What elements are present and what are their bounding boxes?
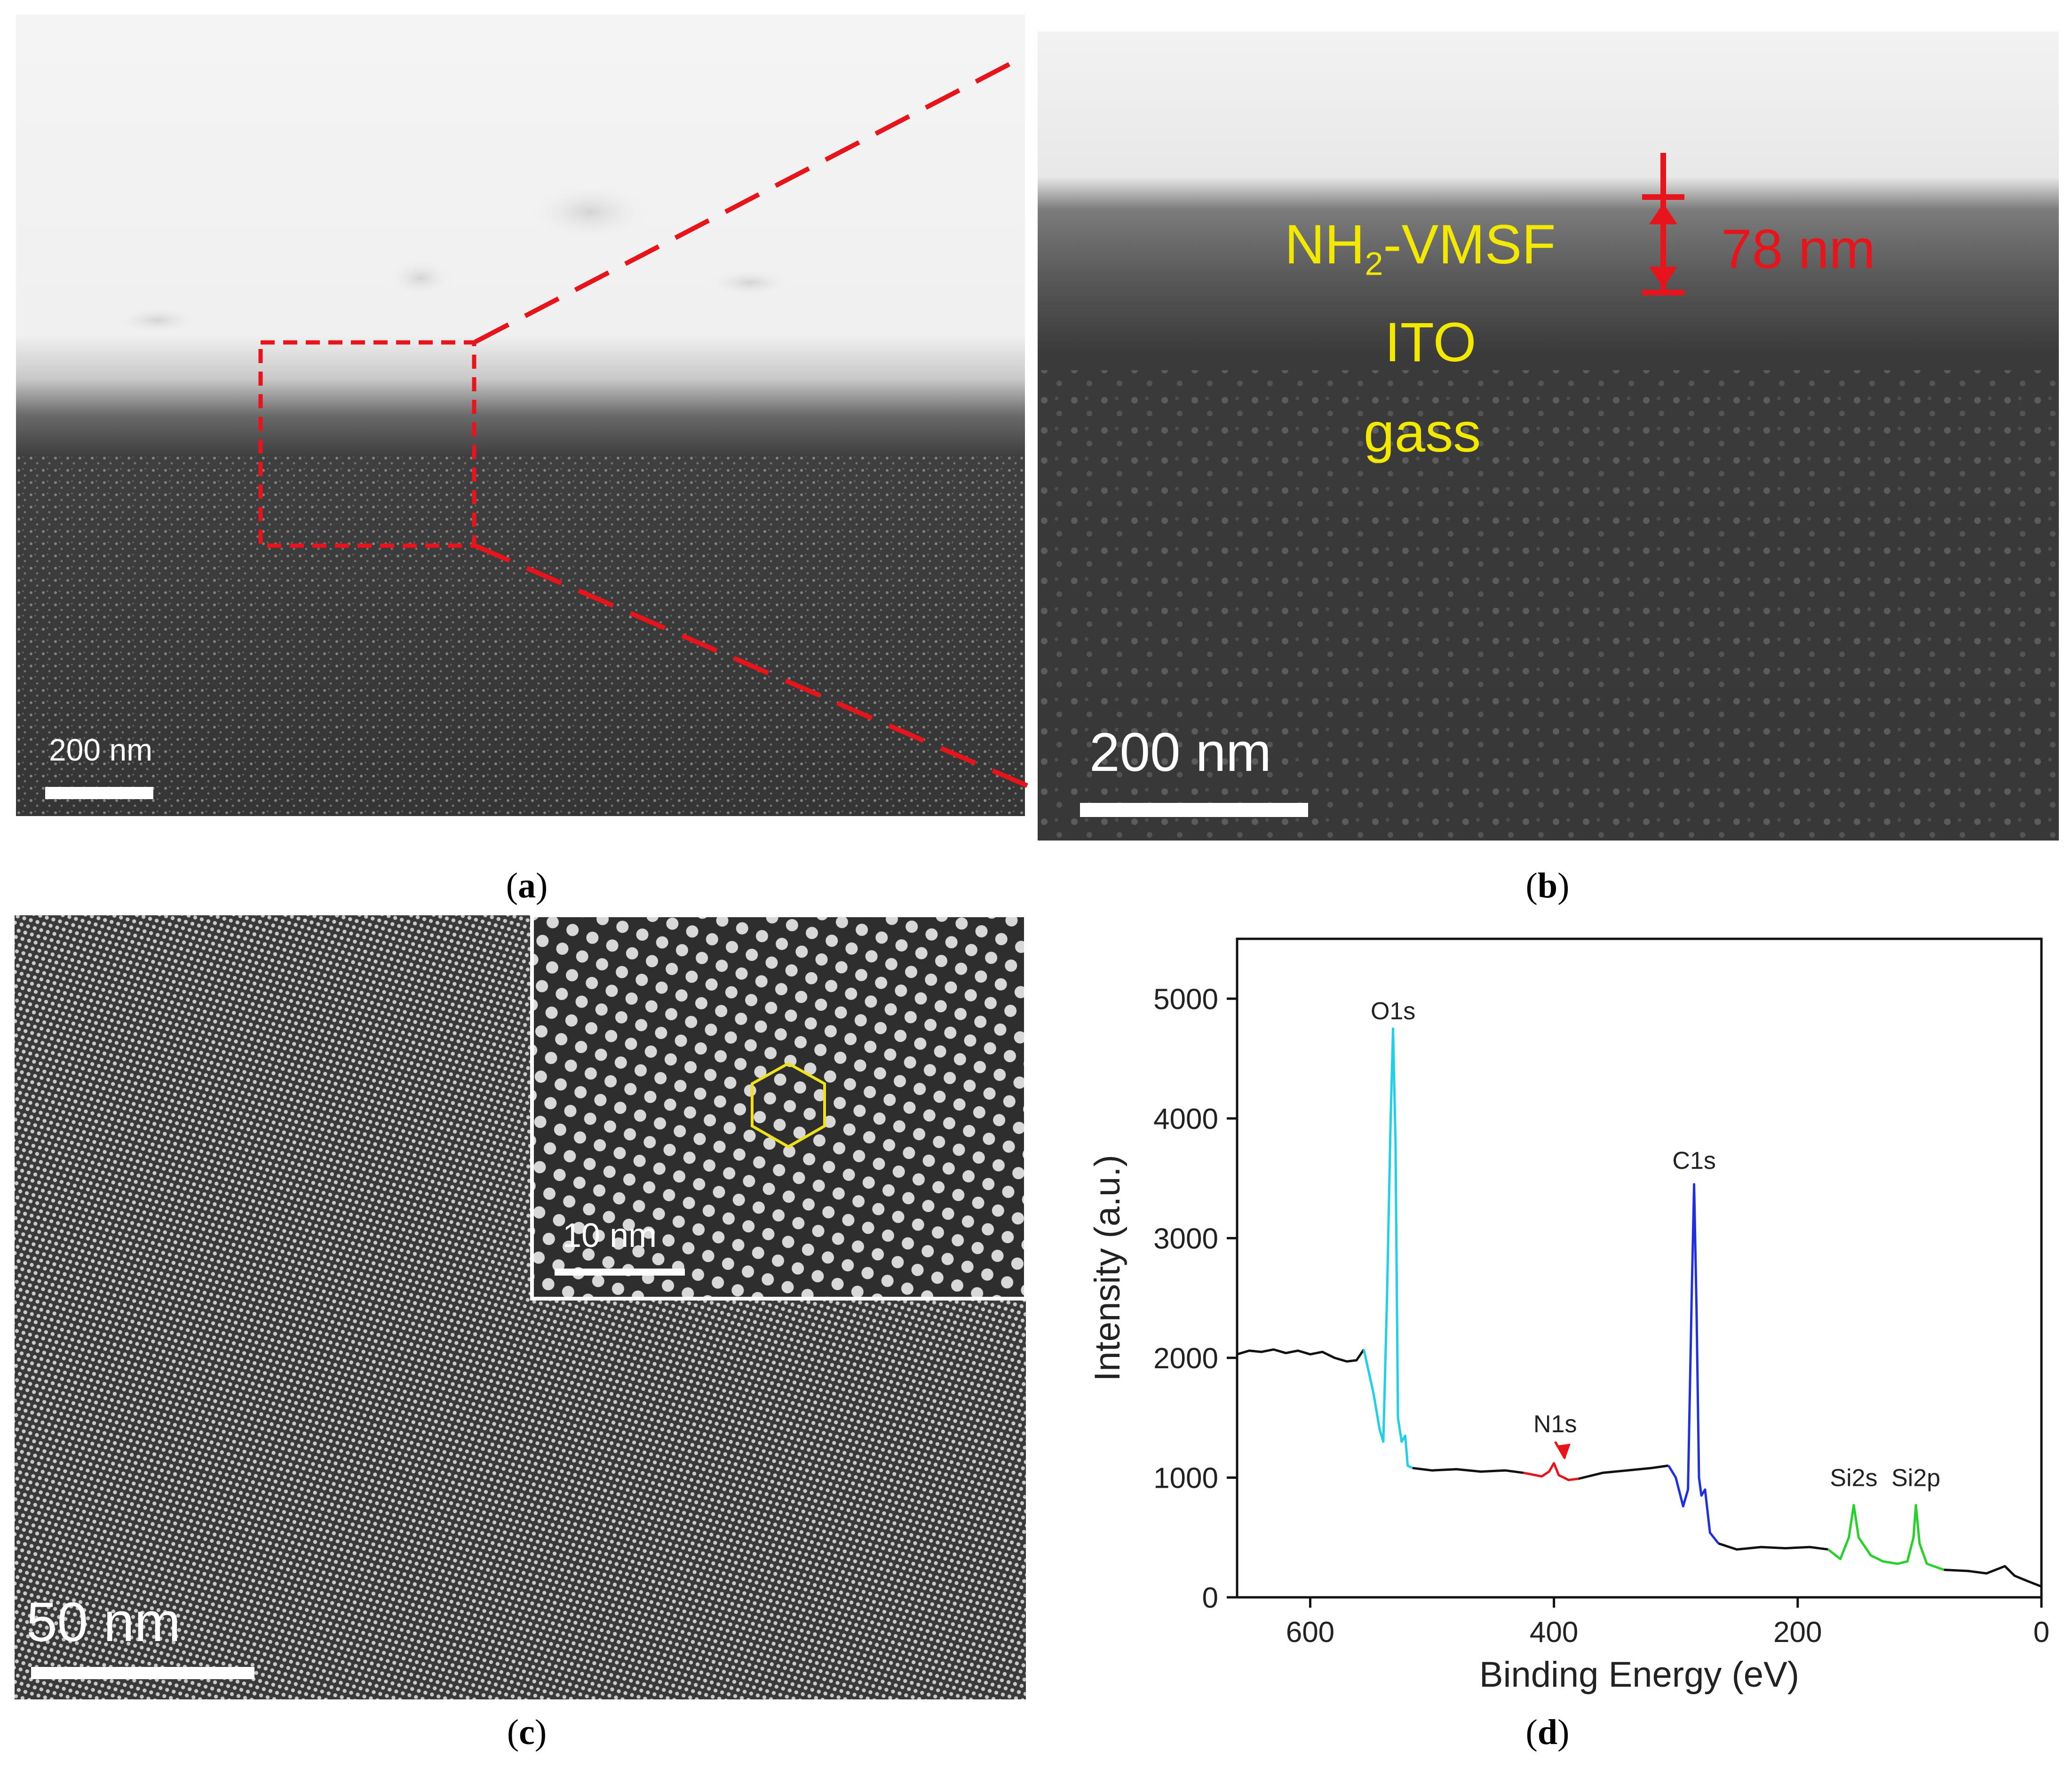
tem-image-c: 10 nm 50 nm: [15, 915, 1026, 1699]
series-line-background-tail: [1944, 1565, 2042, 1588]
peak-label-c1s: C1s: [1672, 1147, 1715, 1174]
panel-letter-b: (b): [1525, 866, 1570, 905]
sem-image-a: 200 nm: [16, 15, 1025, 816]
zoom-connector-lines: [474, 56, 1031, 789]
y-tick-label-5: 5000: [1153, 983, 1218, 1015]
x-tick-label-1: 400: [1530, 1616, 1578, 1649]
xps-y-axis-label: Intensity (a.u.): [1088, 1155, 1127, 1381]
panel-letter-d-text: d: [1537, 1713, 1558, 1752]
y-tick-label-0: 0: [1202, 1582, 1218, 1614]
y-tick-label-4: 4000: [1153, 1103, 1218, 1135]
xps-x-axis-label: Binding Energy (eV): [1479, 1655, 1799, 1695]
scale-bar-label-inset: 10 nm: [563, 1217, 657, 1254]
series-line-C1s: [1667, 1183, 1720, 1545]
layer-label-glass: gass: [1364, 402, 1481, 464]
layer-label-ito: ITO: [1385, 311, 1477, 373]
panel-letter-a: (a): [506, 866, 548, 905]
tem-image-c-graphic: [15, 915, 1026, 1699]
series-line-background-low: [1718, 1542, 1828, 1551]
x-tick-label-0: 600: [1286, 1616, 1334, 1649]
panel-letter-b-text: b: [1537, 866, 1558, 905]
thickness-label: 78 nm: [1721, 218, 1875, 280]
series-line-O1s: [1363, 1027, 1413, 1469]
series-line-background-mid: [1412, 1467, 1524, 1474]
peak-label-o1s: O1s: [1371, 998, 1415, 1025]
layer-label-subscript: 2: [1365, 245, 1383, 282]
scale-bar-label-b: 200 nm: [1089, 722, 1271, 783]
panel-letter-c-text: c: [519, 1713, 535, 1752]
scale-bar-label-c: 50 nm: [26, 1591, 181, 1653]
n1s-arrowhead: [1557, 1444, 1571, 1460]
xps-peak-labels: O1s N1s C1s Si2s Si2p: [1371, 998, 1940, 1492]
sem-image-a-graphic: [16, 15, 1025, 816]
series-line-Si: [1827, 1504, 1945, 1571]
series-line-background-high: [1237, 1348, 1365, 1363]
x-tick-label-2: 200: [1773, 1616, 1822, 1649]
xps-lines: [1237, 1027, 2042, 1588]
sem-image-b-graphic: [1038, 32, 2059, 841]
x-tick-label-3: 0: [2033, 1616, 2049, 1649]
series-line-N1s: [1523, 1462, 1579, 1481]
panel-letter-d: (d): [1525, 1713, 1570, 1752]
peak-label-n1s: N1s: [1533, 1411, 1577, 1438]
y-tick-label-3: 3000: [1153, 1222, 1218, 1255]
y-tick-label-1: 1000: [1153, 1462, 1218, 1494]
scale-bar-label-a: 200 nm: [49, 732, 153, 767]
peak-label-si2s: Si2s: [1830, 1465, 1877, 1492]
layer-label-vmsf-suffix: -VMSF: [1383, 214, 1556, 276]
layer-label-nh: NH: [1285, 214, 1365, 276]
layer-label-vmsf: NH2-VMSF: [1285, 213, 1556, 283]
panel-letter-a-text: a: [518, 866, 536, 905]
xps-plot-frame: [1236, 937, 2043, 1599]
peak-label-si2p: Si2p: [1891, 1465, 1940, 1492]
sem-image-b: NH2-VMSF ITO gass 78 nm 200 nm: [1038, 32, 2059, 841]
panel-letter-c: (c): [507, 1713, 547, 1752]
y-tick-label-2: 2000: [1153, 1342, 1218, 1375]
xps-chart: 600 400 200 0 0 1000 2000 3000 4000 5000 O1s N1s C1…: [1054, 915, 2060, 1701]
series-line-background-mid2: [1578, 1464, 1669, 1480]
